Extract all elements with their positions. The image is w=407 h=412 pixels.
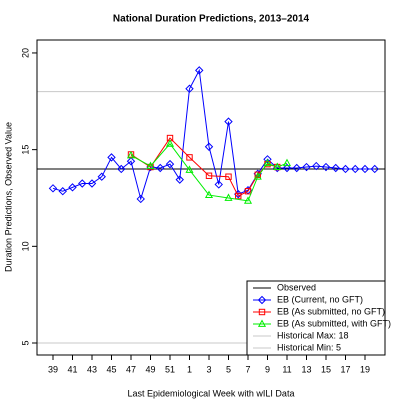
point <box>243 196 253 204</box>
x-tick-label: 39 <box>48 364 58 374</box>
x-tick-label: 19 <box>360 364 370 374</box>
point <box>175 175 184 184</box>
point <box>205 172 213 179</box>
x-tick-label: 45 <box>106 364 116 374</box>
y-tick-label: 20 <box>20 48 30 58</box>
x-tick-label: 3 <box>206 364 211 374</box>
point <box>321 162 331 172</box>
point <box>235 192 242 200</box>
x-tick-label: 51 <box>165 364 175 374</box>
legend-label: Historical Min: 5 <box>277 342 341 352</box>
point <box>126 150 136 159</box>
y-tick-label: 15 <box>20 145 30 155</box>
point <box>58 187 67 196</box>
point <box>224 117 233 126</box>
point <box>156 163 165 173</box>
point <box>204 190 214 198</box>
point <box>146 161 155 169</box>
legend-label: Historical Max: 18 <box>277 330 349 340</box>
point <box>292 163 301 173</box>
point <box>117 164 126 174</box>
point <box>282 158 292 167</box>
point <box>351 164 360 174</box>
point <box>136 194 145 204</box>
point <box>78 179 87 188</box>
legend-label: EB (As submitted, no GFT) <box>277 306 385 316</box>
y-axis-label: Duration Predictions, Observed Value <box>3 122 13 272</box>
legend-marker <box>258 308 266 316</box>
point <box>97 172 106 181</box>
point <box>244 188 252 195</box>
x-tick-label: 13 <box>301 364 311 374</box>
x-tick-label: 1 <box>187 364 192 374</box>
point <box>186 154 193 161</box>
point <box>225 173 232 180</box>
x-tick-label: 49 <box>145 364 155 374</box>
series-line <box>52 68 375 201</box>
point <box>126 157 136 166</box>
x-tick-label: 17 <box>340 364 350 374</box>
point <box>87 179 97 188</box>
x-tick-label: 47 <box>126 364 136 374</box>
point <box>48 184 58 193</box>
x-tick-label: 5 <box>226 364 231 374</box>
y-tick-label: 5 <box>20 341 30 346</box>
y-tick-label: 10 <box>20 241 30 251</box>
point <box>224 193 233 201</box>
legend-label: EB (Current, no GFT) <box>277 294 363 304</box>
x-tick-label: 15 <box>321 364 331 374</box>
point <box>165 139 175 147</box>
x-tick-label: 43 <box>87 364 97 374</box>
legend-box <box>246 280 386 356</box>
point <box>263 158 272 167</box>
point <box>282 163 292 173</box>
point <box>214 180 223 189</box>
point <box>107 153 116 162</box>
point <box>68 183 77 192</box>
x-tick-label: 11 <box>282 364 291 374</box>
legend-label: EB (As submitted, with GFT) <box>277 318 391 328</box>
point <box>331 163 340 173</box>
point <box>360 164 370 174</box>
point <box>185 165 194 173</box>
plot-frame <box>36 39 386 356</box>
point <box>273 162 282 170</box>
x-tick-label: 7 <box>245 364 250 374</box>
point <box>370 164 379 174</box>
point <box>253 172 262 180</box>
chart-title: National Duration Predictions, 2013–2014 <box>113 14 310 25</box>
x-tick-label: 41 <box>67 364 77 374</box>
legend-marker <box>257 319 267 327</box>
point <box>341 164 350 174</box>
series-line <box>130 137 278 197</box>
legend-label: Observed <box>277 282 316 292</box>
series-line <box>130 143 288 202</box>
point <box>204 142 214 151</box>
point <box>302 162 311 172</box>
point <box>312 161 321 171</box>
x-axis-label: Last Epidemiological Week with wILI Data <box>128 388 295 398</box>
legend-marker <box>257 295 267 305</box>
x-tick-label: 9 <box>265 364 270 374</box>
point <box>165 159 175 169</box>
point <box>195 66 204 75</box>
point <box>185 84 194 93</box>
